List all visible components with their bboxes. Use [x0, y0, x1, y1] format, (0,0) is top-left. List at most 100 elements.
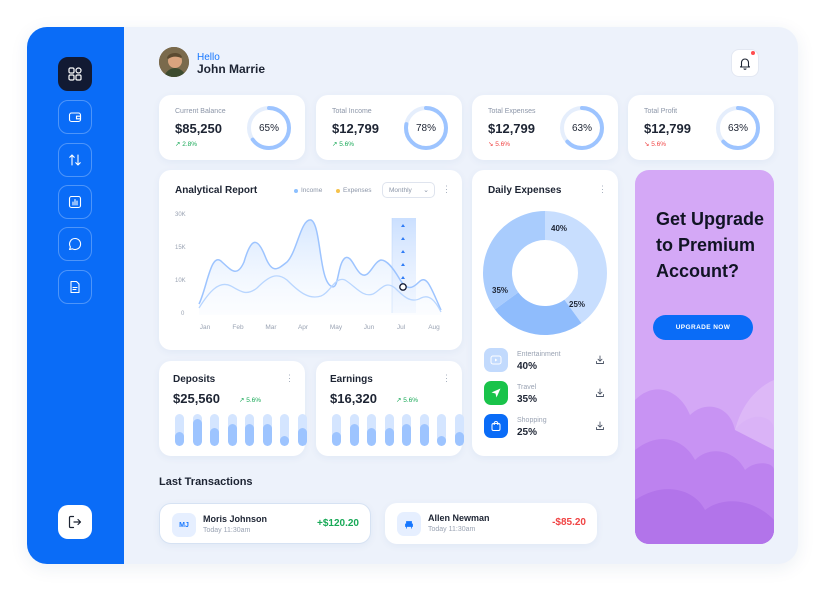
download-icon[interactable]	[593, 353, 607, 367]
x-tick: Aug	[428, 324, 440, 331]
transaction-row[interactable]: MJ Moris Johnson Today 11:30am +$120.20	[159, 503, 371, 544]
bar-pill	[402, 414, 411, 446]
progress-ring	[716, 106, 760, 150]
bar-pill-fill	[262, 423, 272, 446]
chart-point-marker	[399, 283, 407, 291]
trend-down-icon: ↘	[488, 141, 496, 148]
x-tick: Mar	[265, 324, 277, 331]
slice-label: 40%	[551, 224, 568, 233]
analytics-chart	[198, 218, 442, 315]
transaction-row[interactable]: Allen Newman Today 11:30am -$85.20	[385, 503, 597, 544]
stat-value: $12,799	[488, 121, 535, 136]
donut-slice	[545, 211, 607, 324]
y-tick: 30K	[175, 212, 186, 218]
progress-percent: 63%	[727, 122, 748, 134]
income-area	[199, 219, 441, 315]
stat-card-total-profit[interactable]: Total Profit $12,799 ↘ 5.6% 63%	[628, 95, 774, 160]
slice-label: 25%	[569, 300, 586, 309]
transaction-name: Allen Newman	[428, 513, 490, 523]
stat-card-total-expenses[interactable]: Total Expenses $12,799 ↘ 5.6% 63%	[472, 95, 618, 160]
expense-item-value: 40%	[517, 361, 538, 372]
donut-slice	[483, 211, 545, 310]
stat-label: Current Balance	[175, 108, 226, 115]
y-tick: 0	[181, 311, 185, 317]
upgrade-promo-card: Get Upgrade to Premium Account? UPGRADE …	[635, 170, 774, 544]
upgrade-now-button[interactable]: UPGRADE NOW	[653, 315, 753, 340]
chat-icon	[69, 237, 82, 251]
bar-pill-fill	[280, 436, 289, 446]
bar-chart-icon	[68, 195, 82, 209]
progress-percent: 63%	[571, 122, 592, 134]
bar-pill	[297, 414, 307, 446]
stat-card-current-balance[interactable]: Current Balance $85,250 ↗ 2.8% 65%	[159, 95, 305, 160]
bar-pill	[384, 414, 394, 446]
analytical-report-card: Analytical Report Income Expenses Monthl…	[159, 170, 462, 350]
bar-pill	[367, 414, 376, 446]
bell-icon	[739, 58, 751, 70]
stat-label: Total Profit	[644, 108, 678, 115]
progress-ring	[560, 106, 604, 150]
bar-pill	[192, 414, 202, 446]
send-icon	[484, 381, 508, 405]
logout-button[interactable]	[58, 505, 92, 539]
stat-change: ↘ 5.6%	[644, 141, 667, 148]
stat-change: ↗ 2.8%	[175, 141, 198, 148]
more-menu-icon[interactable]: ⋮	[442, 184, 451, 194]
more-menu-icon[interactable]: ⋮	[442, 373, 451, 383]
trend-up-icon: ↗	[396, 397, 404, 404]
transaction-time: Today 11:30am	[203, 527, 251, 534]
nav-dashboard[interactable]	[58, 57, 92, 91]
nav-reports[interactable]	[58, 185, 92, 219]
transaction-amount: +$120.20	[317, 518, 359, 529]
main-content: Hello John Marrie Current Balance $85,25…	[124, 27, 798, 564]
bar-pill	[332, 414, 341, 446]
bar-pill-fill	[349, 423, 359, 446]
app-frame: Hello John Marrie Current Balance $85,25…	[27, 27, 798, 564]
transaction-avatar: MJ	[172, 513, 196, 537]
nav-transfer[interactable]	[58, 143, 92, 177]
y-tick: 10K	[175, 278, 186, 284]
download-icon[interactable]	[593, 386, 607, 400]
bar-pill	[245, 414, 254, 446]
bar-pill	[280, 414, 289, 446]
transfer-icon	[69, 154, 81, 166]
bar-pill-fill	[297, 428, 307, 446]
x-tick: Feb	[232, 324, 244, 331]
x-tick: Jul	[396, 324, 406, 331]
notifications-button[interactable]	[731, 49, 759, 77]
progress-ring	[404, 106, 448, 150]
stat-label: Total Income	[332, 108, 372, 115]
trend-up-icon: ↗	[239, 397, 247, 404]
bag-icon	[484, 414, 508, 438]
sidebar	[27, 27, 124, 564]
stat-change: ↗ 5.6%	[332, 141, 355, 148]
cloud-decoration	[635, 380, 774, 544]
transaction-time: Today 11:30am	[428, 526, 476, 533]
nav-messages[interactable]	[58, 227, 92, 261]
nav-wallet[interactable]	[58, 100, 92, 134]
period-select[interactable]: Monthly ⌄	[382, 182, 435, 198]
deposits-card: Deposits ⋮ $25,560 ↗ 5.6%	[159, 361, 307, 456]
more-menu-icon[interactable]: ⋮	[598, 184, 607, 194]
x-tick: Jun	[363, 324, 375, 331]
chevron-down-icon: ⌄	[423, 187, 429, 194]
card-title: Deposits	[173, 374, 216, 385]
last-transactions-title: Last Transactions	[159, 476, 253, 488]
x-tick: May	[329, 324, 343, 331]
greeting-hello: Hello	[197, 52, 220, 63]
daily-expenses-card: Daily Expenses ⋮ 40% 25% 35% Entertainme…	[472, 170, 618, 456]
y-tick: 15K	[175, 245, 186, 251]
transaction-name: Moris Johnson	[203, 514, 268, 524]
more-menu-icon[interactable]: ⋮	[285, 373, 294, 383]
legend-expenses: Expenses	[336, 187, 372, 194]
avatar[interactable]	[159, 47, 189, 77]
nav-documents[interactable]	[58, 270, 92, 304]
highlight-arrows	[401, 224, 405, 279]
bar-pill-fill	[419, 423, 429, 446]
progress-ring	[247, 106, 291, 150]
stat-card-total-income[interactable]: Total Income $12,799 ↗ 5.6% 78%	[316, 95, 462, 160]
stat-value: $12,799	[644, 121, 691, 136]
download-icon[interactable]	[593, 419, 607, 433]
donut-slice	[494, 292, 582, 335]
bar-pill-fill	[332, 431, 341, 446]
